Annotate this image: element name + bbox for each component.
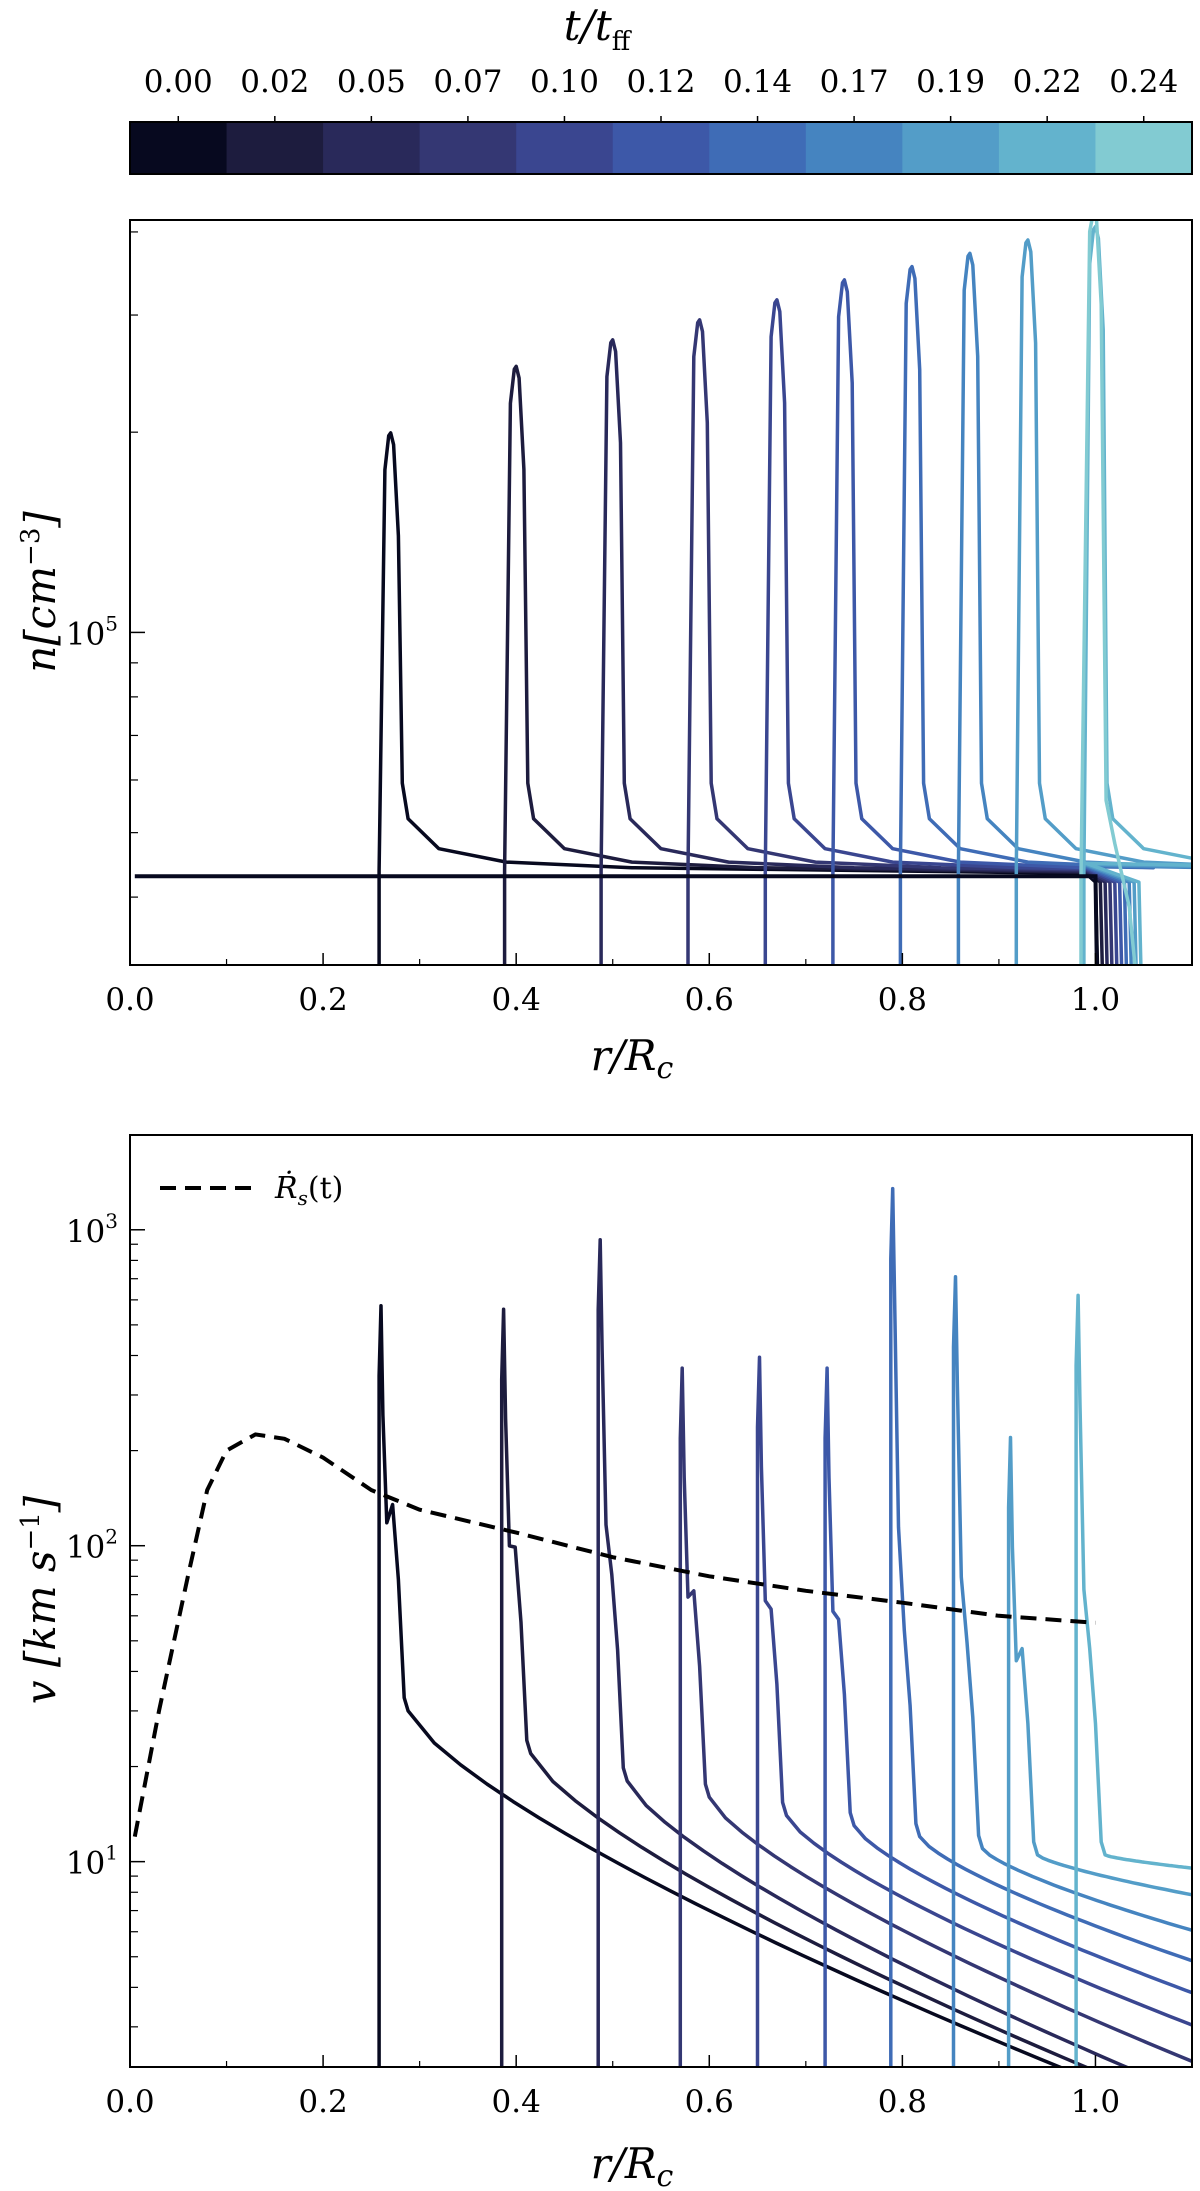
colorbar-swatch <box>709 122 807 174</box>
density-y-axis-label: n[cm−3] <box>16 511 65 673</box>
colorbar-swatch <box>902 122 1000 174</box>
velocity-y-tick-label: 103 <box>66 1209 118 1250</box>
colorbar-swatch <box>323 122 421 174</box>
colorbar-tick-label: 0.05 <box>337 64 406 100</box>
velocity-profile-line <box>499 1307 1091 2067</box>
velocity-profile-line <box>823 1366 1192 2067</box>
shock-velocity-dashed-line <box>132 1432 1096 1837</box>
density-profile-line <box>1014 238 1192 965</box>
velocity-axes-frame <box>129 1134 1193 2068</box>
colorbar-tick-label: 0.22 <box>1013 64 1082 100</box>
velocity-x-axis-label: r/Rc <box>591 2139 674 2191</box>
velocity-y-tick-label: 102 <box>66 1525 118 1566</box>
colorbar-tick-label: 0.07 <box>433 64 502 100</box>
velocity-profile-line <box>377 1303 1065 2067</box>
colorbar-tick-label: 0.14 <box>723 64 792 100</box>
velocity-profile-line <box>678 1366 1192 2067</box>
density-profile-line <box>763 298 1119 965</box>
colorbar-frame <box>129 121 1193 175</box>
velocity-x-tick-label: 0.0 <box>105 2084 154 2120</box>
density-profile-line <box>1079 220 1137 965</box>
colorbar-tick-label: 0.10 <box>530 64 599 100</box>
density-profile-line <box>377 431 1100 965</box>
initial-density-line <box>134 874 1099 965</box>
velocity-x-tick-label: 1.0 <box>1071 2084 1120 2120</box>
legend-label: Ṙs(t) <box>274 1170 343 1210</box>
velocity-y-axis-label: v [km s−1] <box>16 1495 65 1704</box>
colorbar-swatch <box>1095 122 1193 174</box>
density-axes-frame <box>129 219 1193 966</box>
velocity-x-tick-label: 0.6 <box>685 2084 734 2120</box>
legend: Ṙs(t) <box>160 1170 343 1210</box>
velocity-x-tick-label: 0.4 <box>492 2084 541 2120</box>
density-x-tick-label: 0.6 <box>685 982 734 1018</box>
velocity-x-tick-label: 0.2 <box>298 2084 347 2120</box>
density-x-tick-label: 0.8 <box>878 982 927 1018</box>
colorbar-swatch <box>516 122 614 174</box>
velocity-profile-line <box>951 1275 1192 2067</box>
colorbar-swatch <box>419 122 517 174</box>
colorbar-swatch <box>226 122 324 174</box>
density-y-tick-label: 105 <box>66 611 118 652</box>
density-profile-line <box>831 278 1124 965</box>
velocity-profile-line <box>755 1355 1192 2067</box>
velocity-profile-line <box>1006 1435 1192 2067</box>
colorbar-tick-label: 0.17 <box>820 64 889 100</box>
colorbar-swatch <box>130 122 228 174</box>
colorbar-tick-label: 0.00 <box>144 64 213 100</box>
colorbar-tick-label: 0.24 <box>1109 64 1178 100</box>
density-x-tick-label: 0.2 <box>298 982 347 1018</box>
velocity-profile-line <box>1074 1293 1192 2067</box>
colorbar-swatch <box>805 122 903 174</box>
density-profile-line <box>956 251 1192 965</box>
density-x-tick-label: 0.4 <box>492 982 541 1018</box>
colorbar-tick-label: 0.02 <box>240 64 309 100</box>
colorbar-swatch <box>998 122 1097 174</box>
density-x-axis-label: r/Rc <box>591 1031 674 1086</box>
density-panel: 0.0 0.2 0.4 0.6 0.8 1.0 105 r/Rc n[cm−3] <box>16 219 1193 1086</box>
density-x-tick-label: 1.0 <box>1071 982 1120 1018</box>
velocity-x-tick-label: 0.8 <box>878 2084 927 2120</box>
density-x-tick-label: 0.0 <box>105 982 154 1018</box>
density-profile-line <box>502 364 1105 965</box>
colorbar-tick-label: 0.12 <box>626 64 695 100</box>
colorbar-label: t/tff <box>564 1 633 57</box>
velocity-y-tick-label: 101 <box>66 1841 118 1882</box>
colorbar: t/tff 0.00 0.02 0.05 0.07 0.10 0.12 0.14 0.17 0.… <box>129 1 1193 175</box>
velocity-profile-line <box>889 1186 1192 2067</box>
colorbar-tick-label: 0.19 <box>916 64 985 100</box>
colorbar-swatch <box>612 122 710 174</box>
